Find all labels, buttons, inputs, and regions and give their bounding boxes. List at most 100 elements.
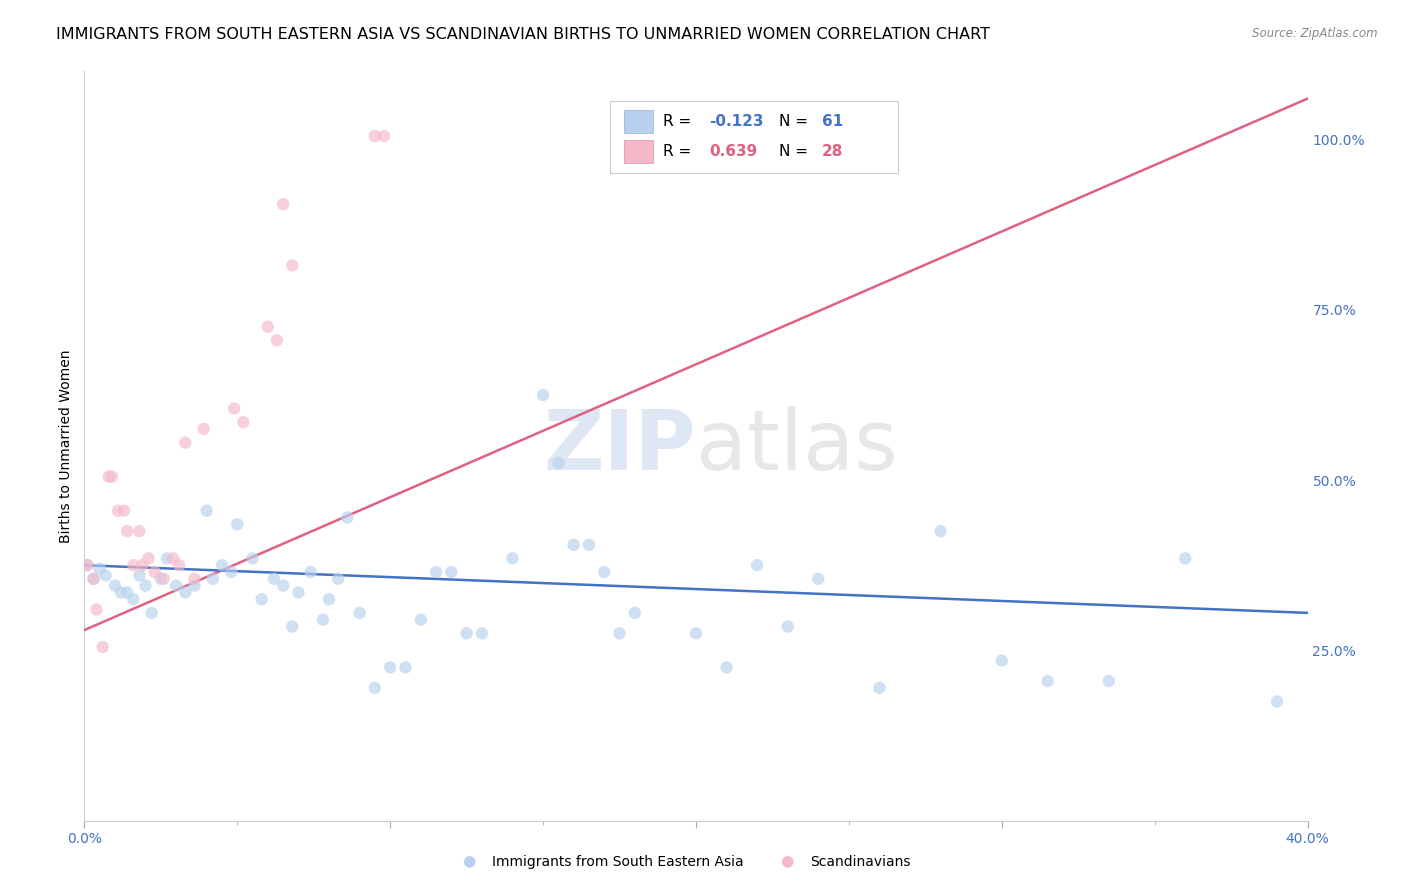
Point xyxy=(131,558,153,573)
Point xyxy=(195,504,218,518)
Point xyxy=(409,613,432,627)
Text: -0.123: -0.123 xyxy=(710,114,763,129)
Point xyxy=(502,551,524,566)
Point xyxy=(991,654,1014,668)
Point xyxy=(807,572,830,586)
Point xyxy=(141,606,163,620)
Point xyxy=(242,551,264,566)
Text: Scandinavians: Scandinavians xyxy=(810,855,910,869)
Point xyxy=(624,606,647,620)
FancyBboxPatch shape xyxy=(624,111,654,133)
Point xyxy=(299,565,322,579)
Point xyxy=(716,660,738,674)
Point xyxy=(128,568,150,582)
FancyBboxPatch shape xyxy=(610,102,898,172)
Point xyxy=(153,572,176,586)
Point xyxy=(83,572,105,586)
Point xyxy=(593,565,616,579)
Text: ZIP: ZIP xyxy=(544,406,696,486)
Point xyxy=(122,592,145,607)
Point xyxy=(1036,673,1059,688)
Point xyxy=(165,579,187,593)
Point xyxy=(336,510,359,524)
Point xyxy=(531,388,554,402)
Point xyxy=(1174,551,1197,566)
Y-axis label: Births to Unmarried Women: Births to Unmarried Women xyxy=(59,350,73,542)
Text: IMMIGRANTS FROM SOUTH EASTERN ASIA VS SCANDINAVIAN BIRTHS TO UNMARRIED WOMEN COR: IMMIGRANTS FROM SOUTH EASTERN ASIA VS SC… xyxy=(56,27,990,42)
Point xyxy=(115,524,138,538)
Point xyxy=(271,197,294,211)
Text: 0.639: 0.639 xyxy=(710,144,758,159)
Point xyxy=(211,558,233,573)
Point xyxy=(312,613,335,627)
Point xyxy=(562,538,585,552)
Point xyxy=(394,660,416,674)
Text: N =: N = xyxy=(779,144,813,159)
Point xyxy=(266,334,288,348)
Point xyxy=(685,626,707,640)
Point xyxy=(226,517,249,532)
Point xyxy=(76,558,98,573)
Point xyxy=(167,558,190,573)
Point xyxy=(364,129,387,144)
Point xyxy=(86,602,108,616)
Point xyxy=(776,619,799,633)
Text: R =: R = xyxy=(664,114,696,129)
Point xyxy=(128,524,150,538)
Point xyxy=(183,579,205,593)
Point xyxy=(143,565,166,579)
Point xyxy=(201,572,224,586)
Point xyxy=(174,435,197,450)
Point xyxy=(471,626,494,640)
Point xyxy=(869,681,891,695)
Point xyxy=(263,572,285,586)
Text: N =: N = xyxy=(779,114,813,129)
Point xyxy=(162,551,184,566)
Point xyxy=(373,129,395,144)
Point xyxy=(1098,673,1121,688)
Point xyxy=(101,469,124,483)
Text: 61: 61 xyxy=(823,114,844,129)
Point xyxy=(318,592,340,607)
FancyBboxPatch shape xyxy=(624,140,654,162)
Point xyxy=(135,579,157,593)
Point xyxy=(257,319,280,334)
Point xyxy=(193,422,215,436)
Point xyxy=(578,538,600,552)
Point xyxy=(232,415,254,429)
Point xyxy=(138,551,160,566)
Point xyxy=(115,585,138,599)
Point xyxy=(219,565,242,579)
Point xyxy=(456,626,478,640)
Point xyxy=(183,572,205,586)
Point xyxy=(110,585,132,599)
Point xyxy=(83,572,105,586)
Point xyxy=(149,572,172,586)
Text: 28: 28 xyxy=(823,144,844,159)
Point xyxy=(440,565,463,579)
Point xyxy=(107,504,129,518)
Text: Source: ZipAtlas.com: Source: ZipAtlas.com xyxy=(1253,27,1378,40)
Point xyxy=(929,524,952,538)
Point xyxy=(349,606,371,620)
Point xyxy=(328,572,350,586)
Point xyxy=(380,660,402,674)
Point xyxy=(76,558,98,573)
Point xyxy=(104,579,127,593)
Point xyxy=(281,259,304,273)
Text: atlas: atlas xyxy=(696,406,897,486)
Point xyxy=(364,681,387,695)
Point xyxy=(94,568,117,582)
Point xyxy=(425,565,447,579)
Point xyxy=(281,619,304,633)
Point xyxy=(250,592,273,607)
Point xyxy=(224,401,246,416)
Point xyxy=(547,456,569,470)
Point xyxy=(747,558,769,573)
Point xyxy=(174,585,197,599)
Text: R =: R = xyxy=(664,144,696,159)
Point xyxy=(122,558,145,573)
Point xyxy=(1036,851,1059,865)
Point xyxy=(89,561,111,575)
Point xyxy=(112,504,135,518)
